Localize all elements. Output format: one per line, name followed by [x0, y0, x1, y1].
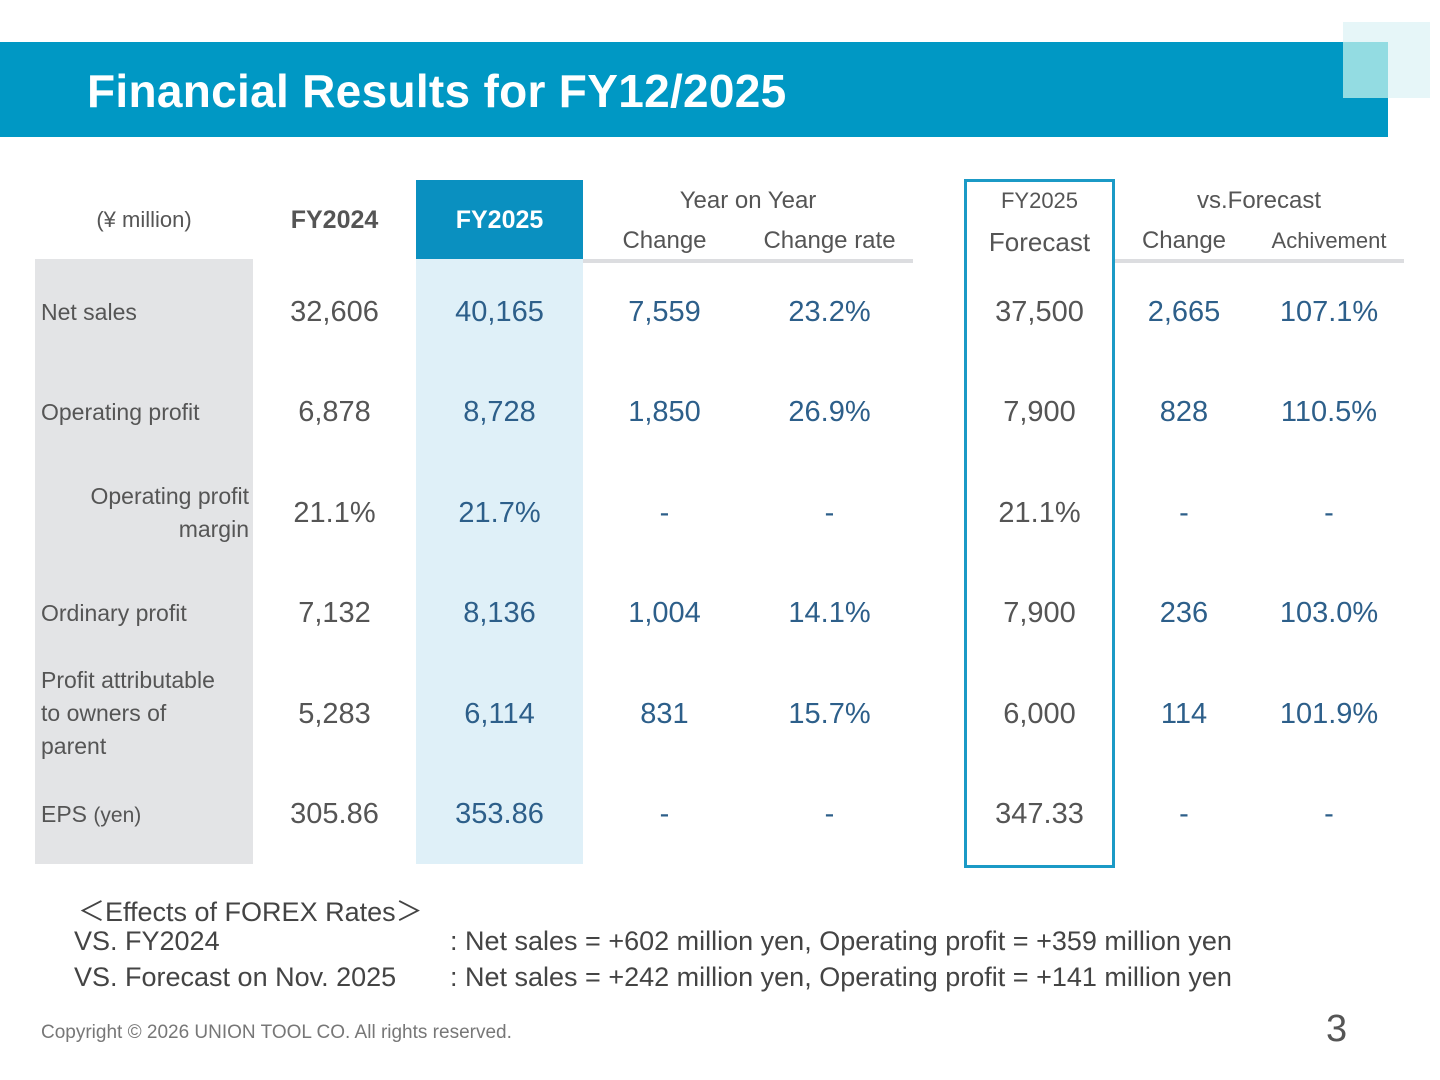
cell-vs-change: 236 — [1159, 596, 1209, 629]
row-label-ordinary-profit: Ordinary profit — [41, 599, 187, 626]
header-fy2025: FY2025 — [455, 205, 544, 234]
row-label-column — [35, 259, 253, 864]
forex-label-vs-forecast: VS. Forecast on Nov. 2025 — [74, 962, 397, 992]
forex-heading: ＜Effects of FOREX Rates＞ — [78, 897, 423, 927]
header-yoy-change: Change — [622, 227, 707, 254]
cell-fy2025: 8,136 — [463, 596, 536, 629]
fy2025-header-cell — [416, 180, 583, 259]
fy2025-column-highlight — [416, 259, 583, 864]
header-forecast-year: FY2025 — [1000, 188, 1079, 213]
cell-vs-change: 114 — [1160, 697, 1208, 730]
cell-vs-achievement: - — [1324, 496, 1334, 529]
cell-fy2025: 6,114 — [464, 697, 535, 730]
cell-forecast: 7,900 — [1003, 596, 1076, 629]
header-year-on-year: Year on Year — [679, 187, 817, 214]
cell-fy2025: 40,165 — [455, 295, 544, 328]
title-bar — [0, 42, 1388, 137]
page-number: 3 — [1326, 1008, 1348, 1050]
row-label-net-sales: Net sales — [41, 298, 137, 325]
cell-fy2024: 7,132 — [298, 596, 371, 629]
page-title: Financial Results for FY12/2025 — [87, 65, 787, 117]
header-forecast: Forecast — [988, 226, 1091, 257]
cell-fy2024: 21.1% — [293, 496, 376, 529]
cell-forecast: 7,900 — [1003, 395, 1076, 428]
cell-fy2025: 353.86 — [455, 797, 544, 830]
cell-forecast: 37,500 — [995, 295, 1084, 328]
cell-yoy-change: 1,850 — [628, 395, 701, 428]
header-yoy-change-rate: Change rate — [763, 227, 896, 254]
cell-fy2024: 305.86 — [290, 797, 379, 830]
cell-yoy-rate: 23.2% — [788, 295, 871, 328]
cell-yoy-rate: 26.9% — [788, 395, 871, 428]
cell-yoy-rate: - — [824, 797, 835, 830]
row-label-operating-profit-margin: Operating profit margin — [90, 483, 249, 542]
cell-yoy-change: - — [659, 496, 670, 529]
cell-vs-achievement: 103.0% — [1279, 596, 1379, 629]
header-vs-forecast: vs.Forecast — [1196, 187, 1322, 214]
cell-yoy-rate: 14.1% — [788, 596, 871, 629]
cell-yoy-change: 1,004 — [628, 596, 701, 629]
cell-fy2025: 21.7% — [458, 496, 541, 529]
forex-text-vs-forecast: : Net sales = +242 million yen, Operatin… — [450, 962, 1232, 992]
row-label-eps: EPS (yen) — [41, 801, 142, 827]
row-label-profit-attributable: Profit attributable to owners of parent — [41, 667, 215, 759]
cell-fy2024: 5,283 — [298, 697, 371, 730]
cell-vs-achievement: 101.9% — [1279, 697, 1379, 730]
forecast-column-frame — [964, 179, 1115, 868]
unit-label: (¥ million) — [96, 207, 192, 232]
yoy-header-divider — [583, 259, 913, 263]
cell-vs-change: - — [1179, 797, 1189, 830]
copyright: Copyright © 2026 UNION TOOL CO. All righ… — [41, 1022, 512, 1043]
cell-fy2025: 8,728 — [463, 395, 536, 428]
cell-forecast: 6,000 — [1003, 697, 1076, 730]
header-vs-change: Change — [1141, 227, 1227, 254]
row-label-operating-profit: Operating profit — [41, 398, 200, 425]
header-vs-achievement: Achivement — [1271, 228, 1387, 253]
cell-vs-change: 828 — [1159, 395, 1209, 428]
vs-forecast-header-divider — [1114, 259, 1404, 263]
cell-yoy-rate: - — [824, 496, 835, 529]
cell-vs-achievement: 107.1% — [1279, 295, 1379, 328]
cell-yoy-change: 831 — [640, 697, 689, 730]
forex-label-vs-fy2024: VS. FY2024 — [74, 926, 220, 956]
cell-vs-achievement: - — [1324, 797, 1334, 830]
cell-yoy-change: 7,559 — [628, 295, 701, 328]
cell-fy2024: 32,606 — [290, 295, 379, 328]
cell-yoy-rate: 15.7% — [788, 697, 871, 730]
cell-yoy-change: - — [659, 797, 670, 830]
cell-vs-change: 2,665 — [1147, 295, 1221, 328]
cell-forecast: 347.33 — [995, 797, 1084, 830]
cell-forecast: 21.1% — [998, 496, 1081, 529]
cell-vs-change: - — [1179, 496, 1189, 529]
title-accent-teal — [1343, 42, 1388, 98]
forex-text-vs-fy2024: : Net sales = +602 million yen, Operatin… — [450, 926, 1232, 956]
header-fy2024: FY2024 — [290, 205, 379, 234]
cell-fy2024: 6,878 — [298, 395, 371, 428]
cell-vs-achievement: 110.5% — [1280, 395, 1378, 428]
